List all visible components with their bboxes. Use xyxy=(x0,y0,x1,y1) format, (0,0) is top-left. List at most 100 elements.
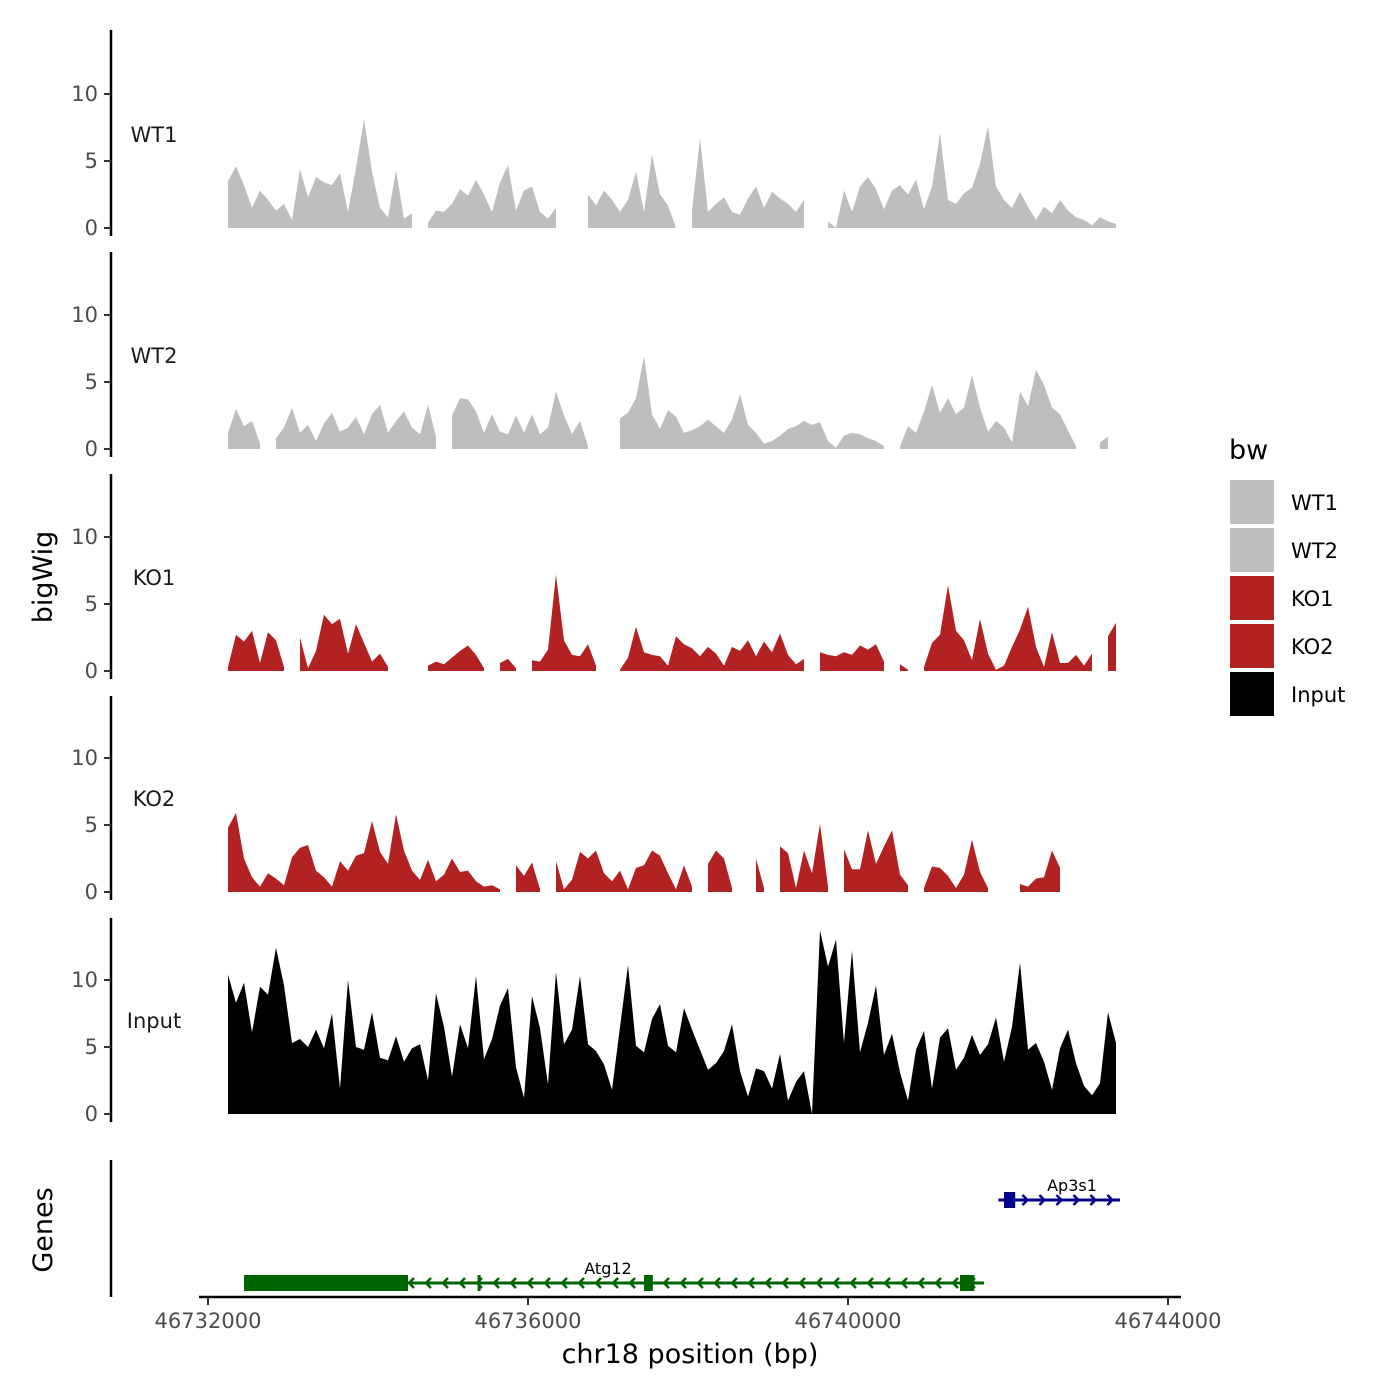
strand-arrow xyxy=(594,1277,602,1289)
strand-arrow xyxy=(1089,1194,1098,1206)
strand-arrow xyxy=(781,1277,789,1289)
y-tick-label: 10 xyxy=(71,968,98,992)
strand-arrow xyxy=(628,1277,636,1289)
signal-area xyxy=(300,614,388,671)
track-ko2: 0 5 10 KO2 xyxy=(71,696,1060,904)
legend: bw WT1 WT2 KO1 KO2 Input xyxy=(1229,435,1345,716)
signal-area xyxy=(500,658,516,671)
strand-arrow xyxy=(798,1277,806,1289)
legend-label: WT2 xyxy=(1291,539,1338,563)
strand-arrow xyxy=(509,1277,517,1289)
y-tick-label: 5 xyxy=(85,592,98,616)
y-tick-label: 0 xyxy=(85,659,98,683)
legend-title: bw xyxy=(1229,435,1268,466)
legend-label: Input xyxy=(1291,683,1345,707)
strand-arrow xyxy=(424,1277,432,1289)
x-tick-label: 46740000 xyxy=(795,1309,902,1333)
strand-arrow xyxy=(560,1277,568,1289)
y-tick-label: 0 xyxy=(85,216,98,240)
strand-arrow xyxy=(696,1277,704,1289)
signal-area xyxy=(516,862,540,892)
legend-swatch xyxy=(1230,576,1274,620)
signal-area xyxy=(588,154,676,228)
strand-arrow xyxy=(458,1277,466,1289)
x-tick-label: 46744000 xyxy=(1115,1309,1222,1333)
y-tick-label: 10 xyxy=(71,525,98,549)
strand-arrow xyxy=(815,1277,823,1289)
strand-arrow xyxy=(934,1277,942,1289)
gene-label: Atg12 xyxy=(584,1259,631,1278)
y-tick-label: 0 xyxy=(85,880,98,904)
signal-area xyxy=(820,644,884,671)
signal-area xyxy=(228,930,1116,1114)
signal-area xyxy=(1108,622,1116,671)
gene-exon xyxy=(960,1275,975,1291)
signal-area xyxy=(620,356,884,449)
y-tick-label: 0 xyxy=(85,1102,98,1126)
gene-ap3s1: Ap3s1 xyxy=(998,1176,1120,1208)
signal-area xyxy=(900,664,908,671)
strand-arrow xyxy=(543,1277,551,1289)
signal-area xyxy=(924,839,988,892)
signal-area xyxy=(1100,436,1108,449)
y-tick-label: 10 xyxy=(71,82,98,106)
signal-area xyxy=(828,126,1116,228)
legend-label: WT1 xyxy=(1291,491,1338,515)
signal-area xyxy=(228,812,500,892)
signal-area xyxy=(428,645,484,671)
legend-label: KO2 xyxy=(1291,635,1334,659)
strand-arrow xyxy=(917,1277,925,1289)
x-tick-label: 46736000 xyxy=(475,1309,582,1333)
strand-arrow xyxy=(866,1277,874,1289)
legend-swatch xyxy=(1230,624,1274,668)
track-label: WT1 xyxy=(131,123,178,147)
genes-layer: Atg12 Ap3s1 xyxy=(109,1160,1120,1297)
strand-arrow xyxy=(730,1277,738,1289)
x-tick-label: 46732000 xyxy=(155,1309,262,1333)
gene-exon xyxy=(1004,1192,1016,1208)
signal-area xyxy=(844,830,908,892)
track-wt1: 0 5 10 WT1 xyxy=(71,30,1116,240)
signal-area xyxy=(228,119,412,228)
signal-area xyxy=(228,408,260,449)
x-axis: 46732000 46736000 46740000 46744000 xyxy=(155,1295,1222,1333)
strand-arrow xyxy=(832,1277,840,1289)
track-label: KO1 xyxy=(133,566,176,590)
gene-atg12: Atg12 xyxy=(244,1259,984,1291)
signal-area xyxy=(276,404,436,449)
y-tick-label: 5 xyxy=(85,1035,98,1059)
legend-swatch xyxy=(1230,480,1274,524)
y-tick-label: 10 xyxy=(71,746,98,770)
strand-arrow xyxy=(764,1277,772,1289)
legend-label: KO1 xyxy=(1291,587,1334,611)
y-tick-label: 5 xyxy=(85,149,98,173)
strand-arrow xyxy=(526,1277,534,1289)
track-label: Input xyxy=(127,1009,181,1033)
track-wt2: 0 5 10 WT2 xyxy=(71,252,1108,461)
strand-arrow xyxy=(407,1277,415,1289)
strand-arrow xyxy=(747,1277,755,1289)
track-label: KO2 xyxy=(133,787,176,811)
signal-area xyxy=(900,369,1076,449)
strand-arrow xyxy=(1038,1194,1047,1206)
signal-area xyxy=(228,630,284,671)
signal-area xyxy=(556,850,692,892)
track-label: WT2 xyxy=(131,344,178,368)
gene-exon xyxy=(477,1275,481,1291)
strand-arrow xyxy=(1072,1194,1081,1206)
track-ko1: 0 5 10 KO1 xyxy=(71,474,1116,683)
tracks-layer: 0 5 10 WT1 0 5 10 WT2 0 5 10 KO1 0 5 10 KO2 0 5 10 Input xyxy=(71,30,1116,1126)
y-tick-label: 10 xyxy=(71,303,98,327)
strand-arrow xyxy=(849,1277,857,1289)
signal-area xyxy=(620,626,804,671)
signal-area xyxy=(428,165,556,228)
strand-arrow xyxy=(679,1277,687,1289)
signal-area xyxy=(692,138,804,228)
strand-arrow xyxy=(1055,1194,1064,1206)
signal-area xyxy=(708,850,732,892)
gene-exon xyxy=(244,1275,408,1291)
gene-label: Ap3s1 xyxy=(1047,1176,1097,1195)
signal-area xyxy=(924,585,1092,671)
signal-area xyxy=(1020,850,1060,892)
